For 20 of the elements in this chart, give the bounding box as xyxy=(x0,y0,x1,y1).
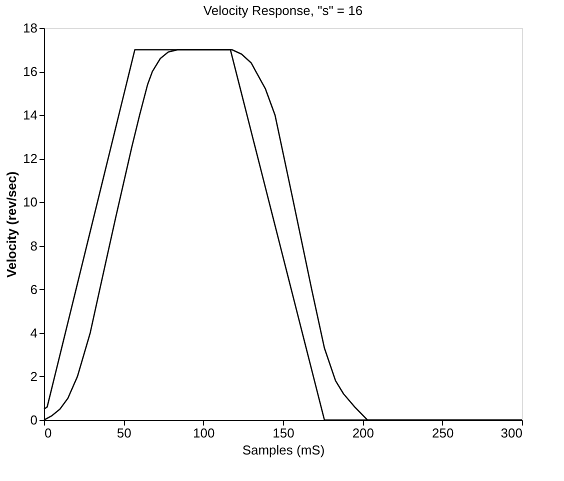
y-tick-label: 10 xyxy=(23,194,38,210)
y-tick-label: 0 xyxy=(30,412,38,428)
y-tick-label: 18 xyxy=(23,20,38,36)
y-axis-title: Velocity (rev/sec) xyxy=(4,171,20,278)
y-tick-label: 8 xyxy=(30,238,38,254)
x-tick-label: 0 xyxy=(44,426,52,440)
x-tick-label: 200 xyxy=(352,426,374,440)
y-tick-label: 12 xyxy=(23,151,38,166)
x-tick-label: 100 xyxy=(192,426,215,440)
x-tick-label: 300 xyxy=(500,426,522,440)
x-tick-label: 50 xyxy=(116,426,132,440)
x-tick-label: 250 xyxy=(432,426,454,440)
x-tick-label: 150 xyxy=(272,426,294,440)
y-tick-label: 14 xyxy=(23,108,38,123)
y-tick-label: 2 xyxy=(30,368,38,384)
y-tick-label: 4 xyxy=(30,325,38,340)
y-tick-label: 6 xyxy=(30,282,38,297)
x-axis-title: Samples (mS) xyxy=(242,442,325,458)
chart-title: Velocity Response, "s" = 16 xyxy=(203,3,363,18)
y-tick-label: 16 xyxy=(23,64,38,80)
